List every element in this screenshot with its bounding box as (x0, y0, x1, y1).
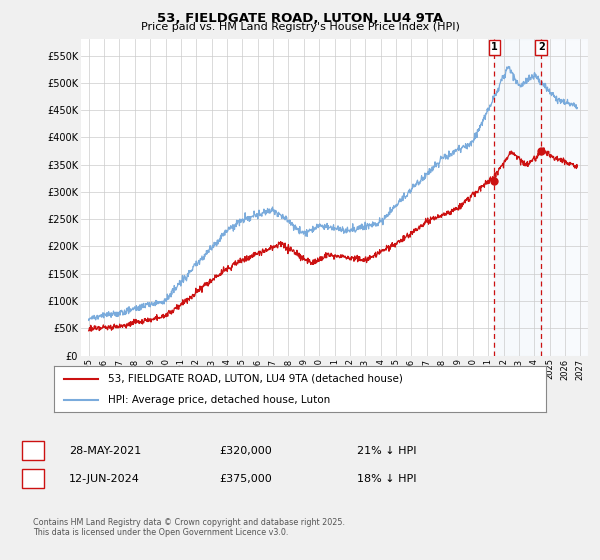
Text: 12-JUN-2024: 12-JUN-2024 (69, 474, 140, 484)
Text: 53, FIELDGATE ROAD, LUTON, LU4 9TA (detached house): 53, FIELDGATE ROAD, LUTON, LU4 9TA (deta… (108, 374, 403, 384)
Bar (494, 39, 541, 356)
Text: 2: 2 (29, 474, 37, 484)
Text: 18% ↓ HPI: 18% ↓ HPI (357, 474, 416, 484)
Text: 2: 2 (538, 42, 545, 52)
Text: £320,000: £320,000 (219, 446, 272, 456)
Text: £375,000: £375,000 (219, 474, 272, 484)
Bar (541, 39, 588, 356)
Bar (541, 39, 588, 356)
Text: 28-MAY-2021: 28-MAY-2021 (69, 446, 141, 456)
Text: Contains HM Land Registry data © Crown copyright and database right 2025.
This d: Contains HM Land Registry data © Crown c… (33, 518, 345, 538)
Text: 53, FIELDGATE ROAD, LUTON, LU4 9TA: 53, FIELDGATE ROAD, LUTON, LU4 9TA (157, 12, 443, 25)
Text: HPI: Average price, detached house, Luton: HPI: Average price, detached house, Luto… (108, 395, 331, 405)
Text: 21% ↓ HPI: 21% ↓ HPI (357, 446, 416, 456)
Text: 1: 1 (491, 42, 498, 52)
Text: 1: 1 (29, 446, 37, 456)
Text: Price paid vs. HM Land Registry's House Price Index (HPI): Price paid vs. HM Land Registry's House … (140, 22, 460, 32)
